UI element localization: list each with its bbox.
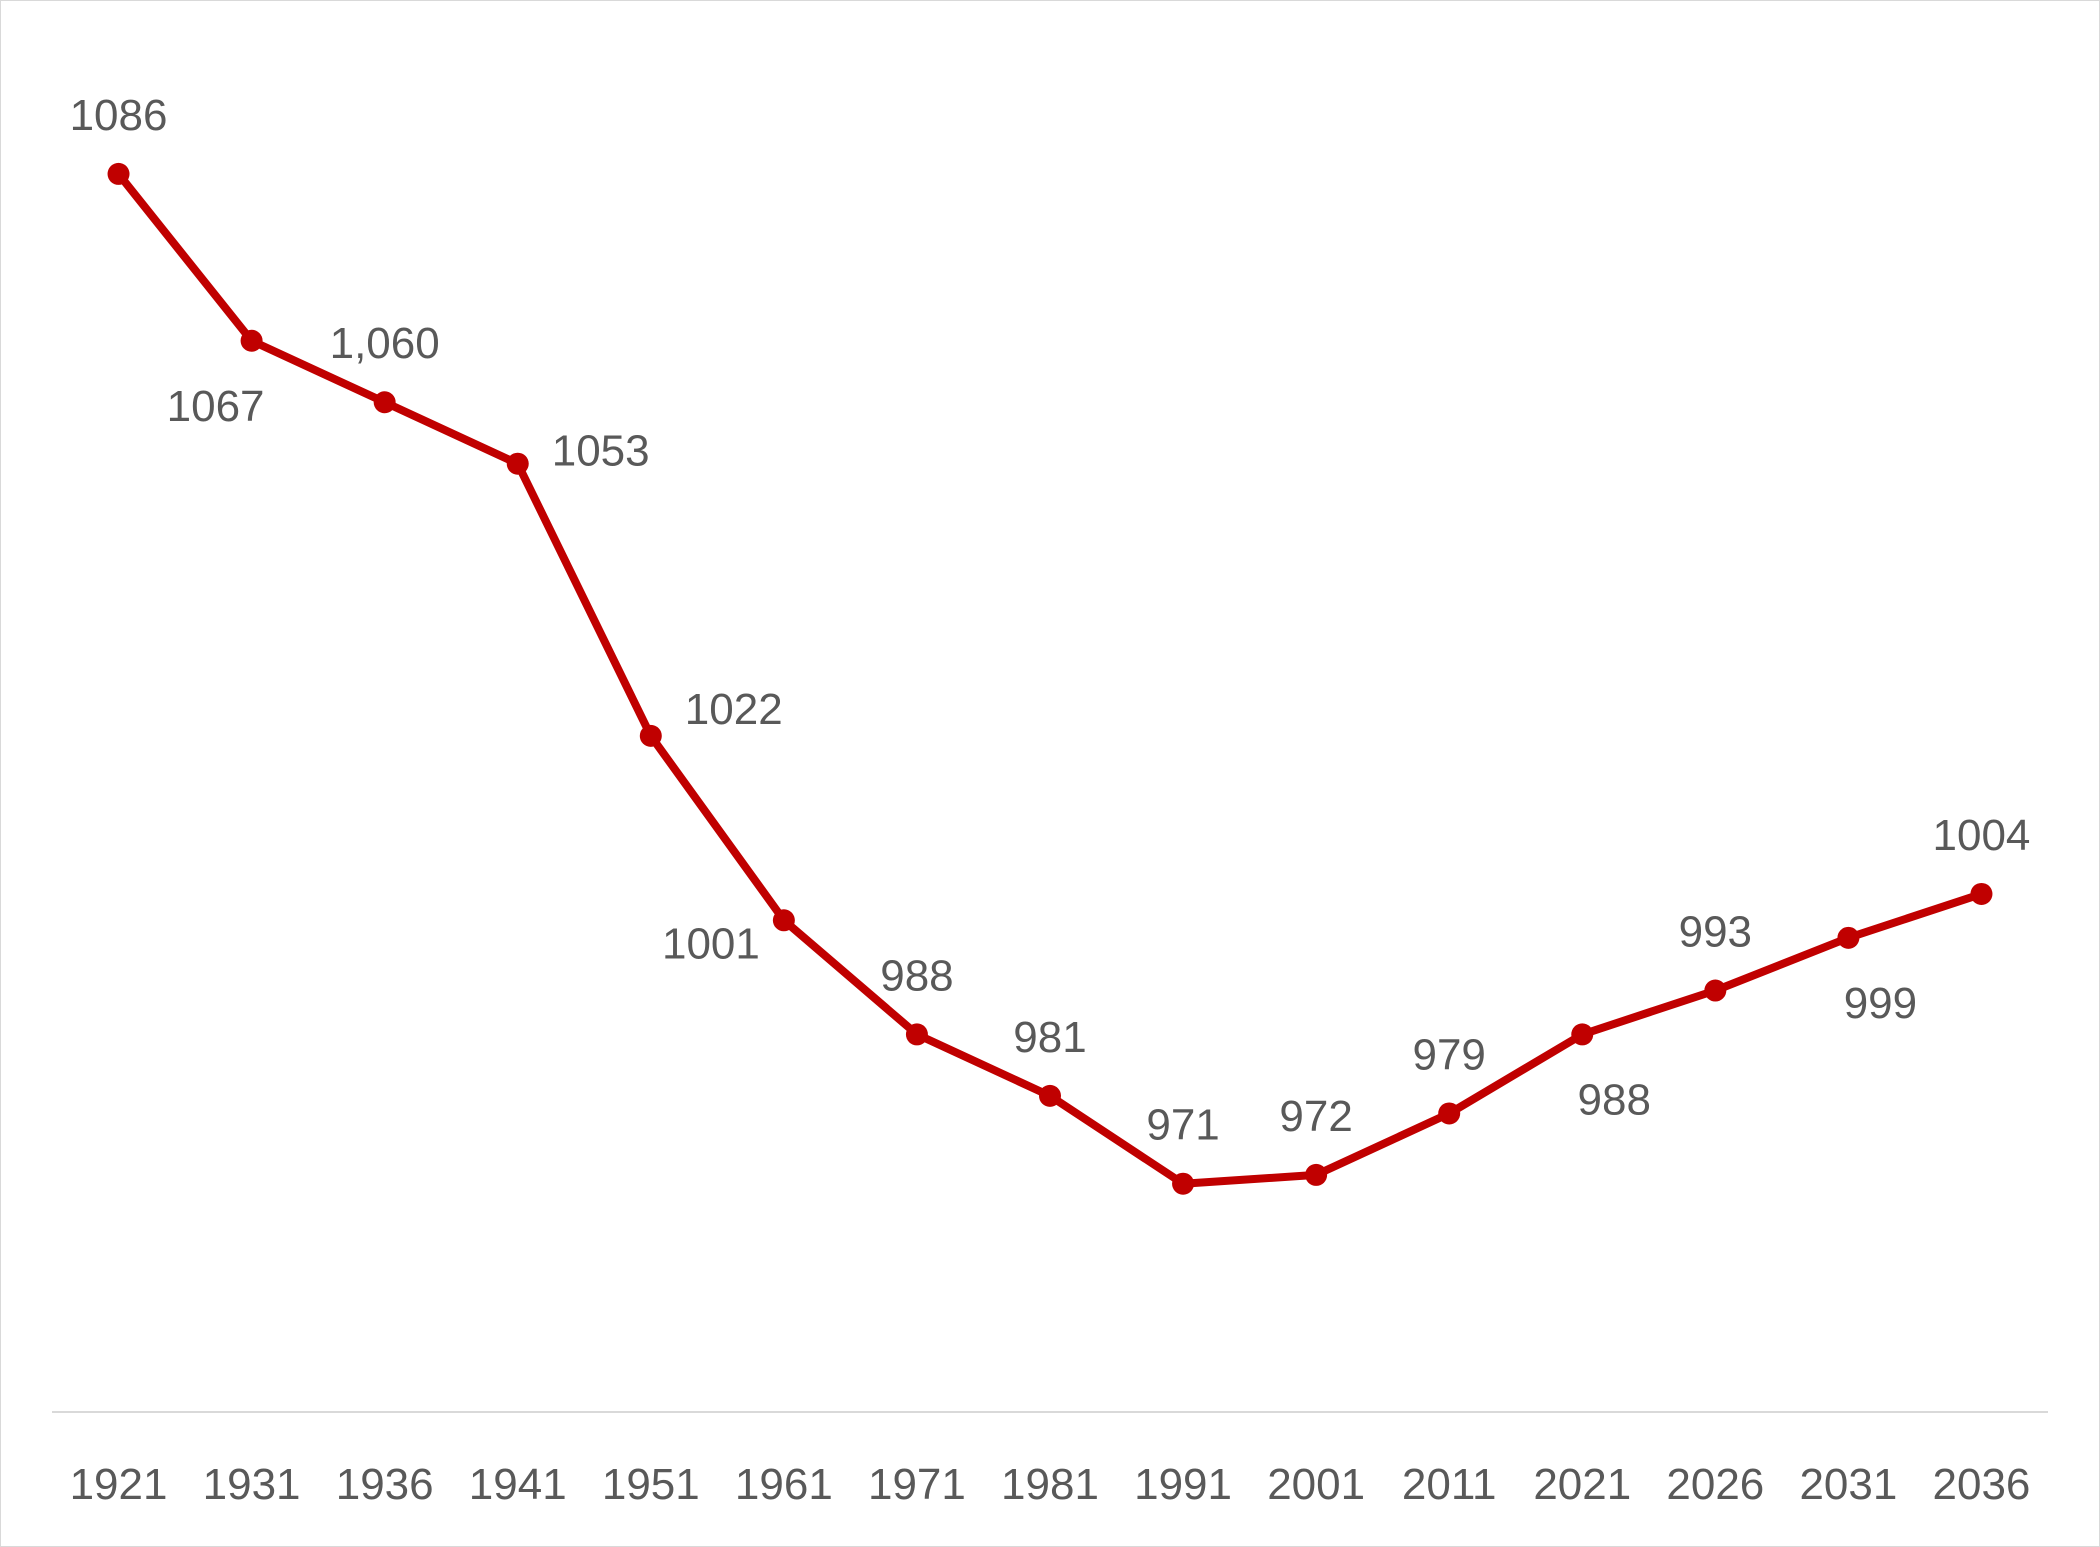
data-point-1971 <box>905 1023 928 1046</box>
x-tick-label-1981: 1981 <box>1001 1460 1099 1509</box>
x-tick-label-1931: 1931 <box>203 1460 301 1509</box>
x-tick-label-2021: 2021 <box>1533 1460 1631 1509</box>
data-label-2026: 993 <box>1679 908 1752 957</box>
data-label-2021: 988 <box>1578 1075 1651 1124</box>
data-point-2026 <box>1704 979 1727 1002</box>
data-label-2036: 1004 <box>1933 811 2031 860</box>
x-tick-label-1951: 1951 <box>602 1460 700 1509</box>
data-label-1941: 1053 <box>552 427 650 476</box>
data-point-1921 <box>107 162 130 185</box>
x-tick-label-1941: 1941 <box>469 1460 567 1509</box>
data-label-1971: 988 <box>880 951 953 1000</box>
data-label-2001: 972 <box>1279 1092 1352 1141</box>
data-label-1981: 981 <box>1013 1013 1086 1062</box>
data-point-1981 <box>1039 1084 1061 1107</box>
data-point-1961 <box>772 909 795 932</box>
x-tick-label-1991: 1991 <box>1134 1460 1232 1509</box>
data-label-1921: 1086 <box>70 91 168 140</box>
x-tick-label-2011: 2011 <box>1402 1460 1497 1509</box>
data-point-2011 <box>1438 1102 1461 1125</box>
x-tick-label-2001: 2001 <box>1267 1460 1365 1509</box>
data-point-1991 <box>1172 1172 1195 1195</box>
data-label-2011: 979 <box>1412 1030 1485 1079</box>
data-label-1931: 1067 <box>167 382 265 431</box>
data-point-2031 <box>1837 926 1860 949</box>
data-point-1936 <box>373 391 396 414</box>
data-label-1961: 1001 <box>662 919 760 968</box>
data-point-1951 <box>639 724 662 747</box>
x-tick-label-1936: 1936 <box>336 1460 434 1509</box>
x-tick-label-1971: 1971 <box>868 1460 966 1509</box>
data-point-1941 <box>506 452 529 475</box>
data-point-2021 <box>1571 1023 1594 1046</box>
data-point-2001 <box>1305 1163 1328 1186</box>
data-label-2031: 999 <box>1844 979 1917 1028</box>
x-tick-label-2031: 2031 <box>1799 1460 1897 1509</box>
data-point-2036 <box>1970 882 1993 905</box>
data-label-1991: 971 <box>1146 1101 1219 1150</box>
x-tick-label-1961: 1961 <box>735 1460 833 1509</box>
x-tick-label-1921: 1921 <box>70 1460 168 1509</box>
x-tick-label-2026: 2026 <box>1666 1460 1764 1509</box>
data-label-1936: 1,060 <box>330 319 440 368</box>
x-tick-label-2036: 2036 <box>1933 1460 2031 1509</box>
data-point-1931 <box>240 329 263 352</box>
data-label-1951: 1022 <box>685 685 783 734</box>
